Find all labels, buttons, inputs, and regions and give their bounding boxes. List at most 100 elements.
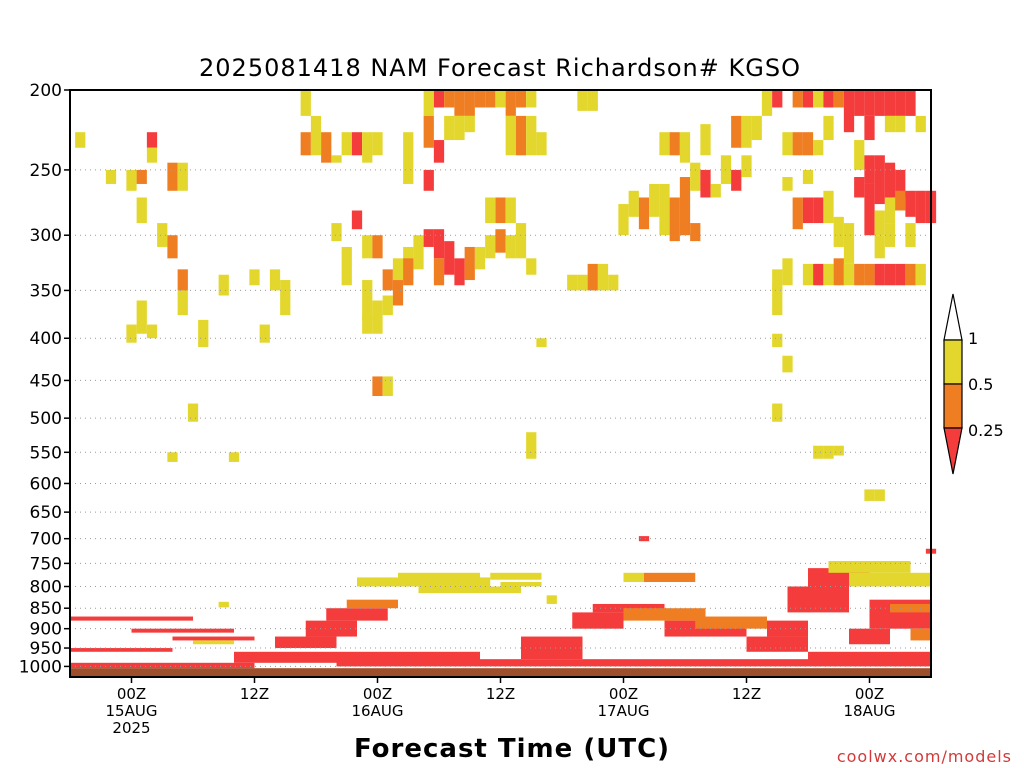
y-tick-label: 900: [30, 620, 62, 640]
ri-cell: [341, 132, 352, 156]
ri-cell: [854, 263, 865, 286]
ri-cell: [895, 190, 906, 211]
ri-band-cell: [910, 628, 931, 641]
ri-cell: [884, 263, 896, 286]
ri-cell: [413, 235, 424, 270]
ri-cell: [679, 132, 691, 163]
ri-cell: [587, 263, 598, 291]
y-tick-label: 850: [30, 599, 62, 619]
ri-cell: [341, 246, 352, 286]
ri-cell: [351, 132, 363, 156]
ri-cell: [761, 90, 773, 116]
ri-cell: [905, 263, 916, 286]
ri-band-cell: [336, 651, 480, 667]
ri-cell: [884, 115, 896, 133]
ri-cell: [587, 90, 598, 111]
ri-band-cell: [746, 636, 808, 652]
ri-cell: [741, 115, 752, 148]
ri-band-cell: [418, 586, 521, 594]
ri-cell: [280, 280, 291, 316]
ri-cell: [310, 115, 322, 156]
ri-cell: [854, 90, 865, 116]
ri-band-cell: [767, 620, 808, 637]
ri-cell: [802, 169, 814, 184]
ri-cell: [792, 90, 803, 108]
ri-cell: [372, 132, 383, 156]
ri-cell: [495, 197, 506, 224]
ri-band-cell: [70, 662, 255, 669]
ri-cell: [444, 241, 455, 275]
ri-cell: [833, 445, 844, 456]
ri-cell: [895, 115, 906, 133]
ri-cell: [382, 269, 393, 291]
ri-cell: [659, 183, 670, 236]
ri-cell: [884, 90, 896, 116]
legend-label: 1: [968, 329, 978, 348]
ri-cell: [772, 269, 783, 291]
ri-cell: [823, 115, 834, 141]
x-tick-label: 00Z: [363, 685, 392, 703]
ri-cell: [464, 90, 475, 116]
ri-cell: [843, 223, 855, 264]
ri-cell: [895, 169, 906, 198]
ri-cell: [485, 197, 496, 224]
ri-cell: [864, 489, 875, 501]
ri-cell: [895, 263, 906, 286]
ri-band-cell: [275, 636, 337, 649]
x-tick-label: 12Z: [240, 685, 269, 703]
ri-band-cell: [70, 648, 173, 652]
ri-band-cell: [500, 581, 542, 587]
ri-cell: [874, 210, 885, 236]
ri-cell: [167, 452, 178, 462]
ri-cell: [485, 235, 496, 259]
ri-cell: [167, 162, 178, 191]
ri-cell: [464, 115, 475, 133]
ri-cell: [802, 263, 814, 286]
ri-cell: [782, 177, 793, 191]
x-axis-label: Forecast Time (UTC): [354, 734, 670, 764]
ri-band-cell: [326, 608, 388, 621]
ri-cell: [864, 155, 875, 184]
ri-cell: [915, 263, 926, 286]
ri-cell: [905, 190, 916, 217]
color-legend: 1 0.5 0.25: [943, 293, 1004, 475]
ground-fill: [70, 668, 931, 677]
legend-arrow-bottom: [943, 427, 963, 475]
ri-cell: [157, 223, 168, 247]
ri-cell: [669, 197, 680, 242]
ri-band-cell: [695, 616, 767, 629]
ri-band-cell: [490, 572, 542, 580]
ri-cell: [526, 432, 537, 459]
ri-cell: [433, 90, 445, 108]
ri-band-cell: [305, 620, 357, 637]
ri-band-cell: [828, 560, 911, 573]
legend-swatch: [943, 383, 963, 429]
ri-cell: [218, 601, 229, 608]
ri-cell: [741, 155, 752, 178]
ri-cell: [392, 258, 404, 281]
x-tick-label: 18AUG: [844, 702, 896, 720]
ri-cell: [177, 290, 188, 316]
ri-cell: [474, 246, 486, 270]
ri-cell: [536, 132, 547, 156]
ri-cell: [423, 90, 434, 116]
ri-cell: [731, 169, 742, 191]
ri-cell: [802, 90, 814, 108]
ri-cell: [382, 376, 393, 397]
ri-cell: [126, 169, 137, 191]
legend-swatch: [943, 339, 963, 385]
ri-cell: [679, 177, 691, 236]
ri-cell: [515, 115, 527, 156]
richardson-cells: [70, 90, 937, 669]
ri-cell: [269, 269, 281, 291]
y-tick-label: 700: [30, 530, 62, 550]
ri-cell: [218, 274, 229, 296]
ri-cell: [792, 197, 803, 230]
credit-link[interactable]: coolwx.com/models: [837, 747, 1012, 766]
ri-cell: [321, 132, 332, 163]
ri-cell: [136, 169, 147, 184]
ri-cell: [177, 162, 188, 191]
ri-cell: [813, 197, 824, 224]
ri-cell: [505, 115, 516, 156]
y-tick-label: 450: [30, 371, 62, 391]
